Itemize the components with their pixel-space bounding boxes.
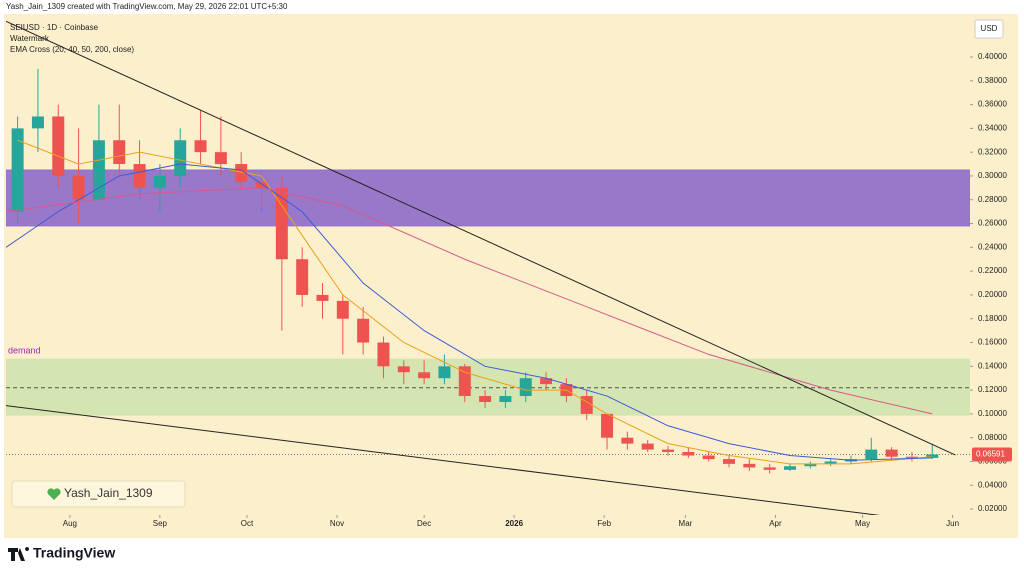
candle-body [72,175,85,200]
y-tick-label: 0.36000 [978,100,1007,109]
candle-body [926,454,939,458]
candle-body [336,300,349,319]
candle-body [31,116,44,129]
y-tick-label: 0.28000 [978,195,1007,204]
candle-body [743,463,756,468]
y-tick-label: 0.32000 [978,147,1007,156]
candle-body [662,449,675,452]
y-tick-label: 0.22000 [978,266,1007,275]
currency-box[interactable] [974,19,1004,39]
caption: Yash_Jain_1309 created with TradingView.… [6,2,288,11]
candle-body [438,366,451,379]
candle-body [702,455,715,460]
candle-body [723,459,735,464]
candle-body [804,463,817,467]
y-tick-label: 0.30000 [978,171,1007,180]
candle-body [499,396,512,402]
candle-body [255,181,268,188]
y-tick-label: 0.40000 [978,52,1007,61]
indicator: EMA Cross (20, 40, 50, 200, close) [10,45,134,54]
candle-body [682,451,695,456]
x-tick-label: Oct [241,519,254,528]
y-tick-label: 0.10000 [978,409,1007,418]
y-tick-label: 0.18000 [978,314,1007,323]
candle-body [11,128,24,212]
candle-body [824,461,837,464]
line [6,405,881,515]
x-tick-label: Dec [417,519,431,528]
y-tick-label: 0.34000 [978,123,1007,132]
price-tag-label: 0.06591 [976,450,1005,459]
candle-body [296,259,309,295]
candle-body [92,140,105,200]
candle-body [783,466,796,470]
y-tick-label: 0.38000 [978,76,1007,85]
candle-body [316,294,329,301]
x-tick-label: Feb [597,519,611,528]
heart-icon [47,488,61,500]
candle-body [865,449,878,460]
candle-body [885,449,898,457]
candle-body [377,342,390,367]
subtitle: Watermark [10,34,50,43]
candle-body [458,366,471,397]
y-tick-label: 0.26000 [978,219,1007,228]
chart-title: SEIUSD · 1D · Coinbase [10,23,99,32]
candle-body [214,152,227,165]
y-tick-label: 0.20000 [978,290,1007,299]
x-tick-label: Aug [63,519,77,528]
x-tick-label: Jun [946,519,959,528]
x-tick-label: Apr [769,519,782,528]
y-tick-label: 0.16000 [978,338,1007,347]
y-tick-label: 0.12000 [978,385,1007,394]
candle-body [641,443,654,450]
x-tick-label: Mar [679,519,693,528]
y-axis-label[interactable]: USD [981,24,998,33]
candle-body [601,413,614,438]
chart-background [4,14,1018,538]
candle-body [275,187,288,260]
candle-body [52,116,65,176]
zone [6,358,970,416]
candle-body [621,437,634,444]
zone-label: demand [8,346,41,356]
line [6,163,933,461]
y-tick-label: 0.02000 [978,504,1007,513]
candle-body [174,140,187,176]
tv-logo [8,547,30,561]
candle-body [133,164,146,188]
candle-body [763,467,776,470]
x-tick-label: Nov [330,519,344,528]
candle-body [519,378,532,397]
y-tick-label: 0.08000 [978,433,1007,442]
candle-body [113,140,126,165]
candle-body [540,378,553,385]
zone [6,169,970,227]
watermark-box [11,480,186,508]
candle-body [418,372,431,379]
y-tick-label: 0.24000 [978,242,1007,251]
plot [6,20,970,515]
candle-body [235,164,248,182]
candle-body [905,456,918,458]
x-tick-label: Sep [153,519,168,528]
x-tick-label: 2026 [505,519,523,528]
price-tag [972,447,1012,462]
y-tick-label: 0.04000 [978,480,1007,489]
candle-body [397,366,410,373]
line [6,187,933,415]
y-tick-label: 0.14000 [978,361,1007,370]
candle-body [479,396,492,402]
x-tick-label: May [855,519,870,528]
watermark: Yash_Jain_1309 [64,486,153,500]
candle-body [153,175,166,188]
candle-body [194,140,207,153]
candle-body [357,318,370,343]
line [17,139,933,465]
line [6,20,956,456]
brand: TradingView [33,545,115,561]
